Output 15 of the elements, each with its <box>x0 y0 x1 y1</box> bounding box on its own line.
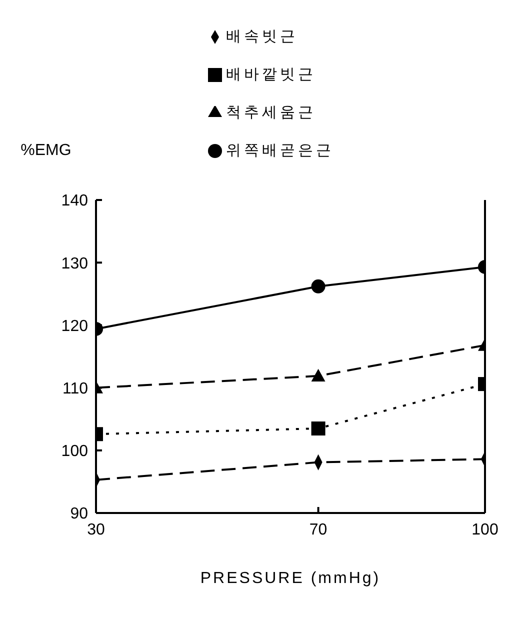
legend-label: 척추세움근 <box>226 104 316 121</box>
legend-label: 배바깥빗근 <box>226 66 316 83</box>
y-tick-label: 110 <box>62 380 88 398</box>
y-tick-label: 100 <box>61 443 88 460</box>
y-axis-title: %EMG <box>20 142 72 159</box>
y-tick-label: 140 <box>61 192 88 210</box>
x-tick-label: 70 <box>309 521 328 538</box>
y-tick-label: 90 <box>70 506 88 523</box>
legend-label: 배속빗근 <box>226 28 298 45</box>
x-axis-title: PRESSURE (mmHg) <box>200 570 381 587</box>
y-tick-label: 130 <box>61 255 88 272</box>
legend-label: 위쪽배곧은근 <box>226 142 334 159</box>
x-tick-label: 30 <box>87 521 105 538</box>
y-tick-label: 120 <box>61 318 88 335</box>
x-tick-label: 100 <box>472 521 498 538</box>
